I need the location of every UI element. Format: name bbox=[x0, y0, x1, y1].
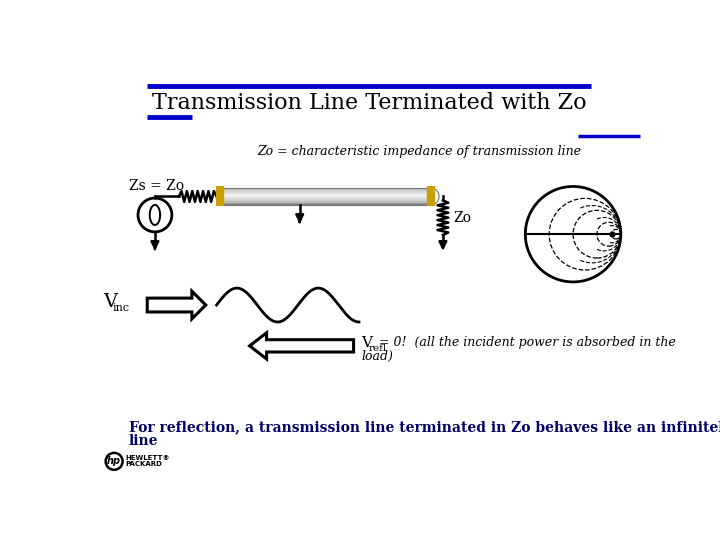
Bar bbox=[221, 198, 431, 199]
Text: HEWLETT®: HEWLETT® bbox=[126, 455, 170, 461]
Bar bbox=[221, 188, 431, 189]
Bar bbox=[221, 196, 431, 197]
Text: Zo = characteristic impedance of transmission line: Zo = characteristic impedance of transmi… bbox=[257, 145, 581, 158]
Bar bbox=[221, 203, 431, 204]
Bar bbox=[221, 193, 431, 194]
Bar bbox=[221, 188, 431, 189]
Text: = 0!  (all the incident power is absorbed in the: = 0! (all the incident power is absorbed… bbox=[375, 336, 676, 349]
Bar bbox=[221, 200, 431, 201]
Bar bbox=[221, 192, 431, 193]
Text: hp: hp bbox=[107, 456, 121, 467]
Text: refl: refl bbox=[369, 345, 387, 354]
Text: Transmission Line Terminated with Zo: Transmission Line Terminated with Zo bbox=[152, 92, 587, 114]
Bar bbox=[221, 194, 431, 195]
Text: inc: inc bbox=[112, 303, 130, 313]
Bar bbox=[221, 201, 431, 202]
Bar bbox=[221, 187, 431, 188]
Bar bbox=[221, 200, 431, 201]
Bar bbox=[221, 196, 431, 197]
Bar bbox=[221, 189, 431, 190]
Bar bbox=[221, 194, 431, 195]
Text: V: V bbox=[104, 293, 117, 311]
Text: Zo: Zo bbox=[454, 211, 472, 225]
Bar bbox=[221, 193, 431, 194]
Text: line: line bbox=[129, 434, 158, 448]
Bar bbox=[221, 191, 431, 192]
Bar bbox=[221, 200, 431, 201]
Bar bbox=[221, 192, 431, 193]
Bar bbox=[221, 201, 431, 202]
Bar bbox=[221, 199, 431, 200]
Bar bbox=[221, 203, 431, 204]
Bar bbox=[221, 204, 431, 205]
Bar bbox=[221, 197, 431, 198]
Text: Zs = Zo: Zs = Zo bbox=[129, 179, 184, 193]
Bar bbox=[221, 193, 431, 194]
Bar bbox=[221, 192, 431, 193]
Bar bbox=[221, 197, 431, 198]
Bar bbox=[221, 199, 431, 200]
Bar bbox=[221, 190, 431, 191]
Bar bbox=[221, 190, 431, 191]
Text: PACKARD: PACKARD bbox=[126, 461, 163, 467]
Bar bbox=[221, 191, 431, 192]
Text: load): load) bbox=[361, 350, 393, 363]
Bar bbox=[221, 202, 431, 203]
Text: V: V bbox=[361, 336, 372, 350]
Bar bbox=[221, 195, 431, 196]
Bar bbox=[221, 195, 431, 196]
Bar bbox=[221, 189, 431, 190]
Text: For reflection, a transmission line terminated in Zo behaves like an infinitely : For reflection, a transmission line term… bbox=[129, 421, 720, 435]
Bar bbox=[221, 202, 431, 203]
Bar bbox=[221, 204, 431, 205]
Bar bbox=[221, 199, 431, 200]
Bar bbox=[221, 198, 431, 199]
